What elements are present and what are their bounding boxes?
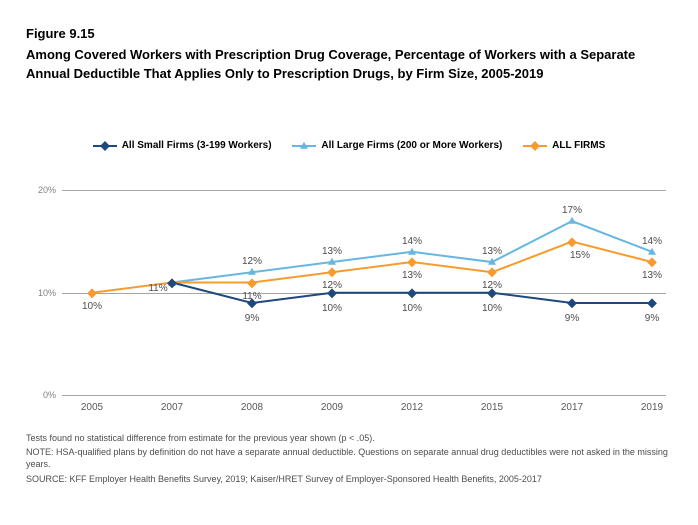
footnote-statnote: Tests found no statistical difference fr… — [26, 433, 676, 445]
x-axis-label: 2007 — [161, 402, 183, 413]
data-label-small: 9% — [645, 313, 659, 324]
data-point-large — [648, 248, 656, 255]
data-label-all: 10% — [82, 301, 102, 312]
legend-item-large: All Large Firms (200 or More Workers) — [292, 140, 502, 151]
data-point-large — [328, 258, 336, 265]
data-point-large — [568, 217, 576, 224]
legend-label-all: ALL FIRMS — [552, 140, 605, 151]
data-label-all: 11% — [242, 291, 261, 302]
data-label-small: 10% — [402, 303, 422, 314]
legend: All Small Firms (3-199 Workers) All Larg… — [0, 140, 698, 154]
data-point-large — [488, 258, 496, 265]
chart-area: 0%10%20%20052007200820092012201520172019… — [62, 170, 666, 395]
data-label-large: 14% — [402, 236, 422, 247]
data-label-all: 12% — [322, 280, 342, 291]
data-label-all: 13% — [402, 270, 422, 281]
x-axis-label: 2019 — [641, 402, 663, 413]
legend-swatch-small — [93, 141, 117, 151]
legend-swatch-all — [523, 141, 547, 151]
data-point-large — [408, 248, 416, 255]
gridline — [62, 395, 666, 396]
figure-number: Figure 9.15 — [26, 26, 95, 41]
y-axis-label: 0% — [43, 390, 56, 400]
legend-swatch-large — [292, 141, 316, 151]
x-axis-label: 2017 — [561, 402, 583, 413]
data-label-all: 15% — [570, 250, 590, 261]
data-label-large: 14% — [642, 236, 662, 247]
x-axis-label: 2009 — [321, 402, 343, 413]
data-label-small: 11% — [148, 283, 167, 294]
data-label-large: 13% — [482, 246, 502, 257]
data-label-small: 10% — [322, 303, 342, 314]
data-label-large: 13% — [322, 246, 342, 257]
data-point-large — [248, 268, 256, 275]
data-label-large: 17% — [562, 205, 582, 216]
x-axis-label: 2015 — [481, 402, 503, 413]
x-axis-label: 2008 — [241, 402, 263, 413]
data-label-large: 12% — [242, 256, 262, 267]
data-label-small: 10% — [482, 303, 502, 314]
footnote-source: SOURCE: KFF Employer Health Benefits Sur… — [26, 474, 676, 486]
figure-title: Among Covered Workers with Prescription … — [26, 46, 666, 84]
legend-label-small: All Small Firms (3-199 Workers) — [122, 140, 272, 151]
y-axis-label: 20% — [38, 185, 56, 195]
y-axis-label: 10% — [38, 288, 56, 298]
data-label-all: 13% — [642, 270, 662, 281]
data-label-small: 9% — [245, 313, 259, 324]
footnote-note: NOTE: HSA-qualified plans by definition … — [26, 447, 676, 470]
x-axis-label: 2005 — [81, 402, 103, 413]
legend-item-all: ALL FIRMS — [523, 140, 605, 151]
legend-label-large: All Large Firms (200 or More Workers) — [321, 140, 502, 151]
data-label-small: 9% — [565, 313, 579, 324]
series-line-all — [92, 242, 652, 293]
data-label-all: 12% — [482, 280, 502, 291]
x-axis-label: 2012 — [401, 402, 423, 413]
legend-item-small: All Small Firms (3-199 Workers) — [93, 140, 272, 151]
